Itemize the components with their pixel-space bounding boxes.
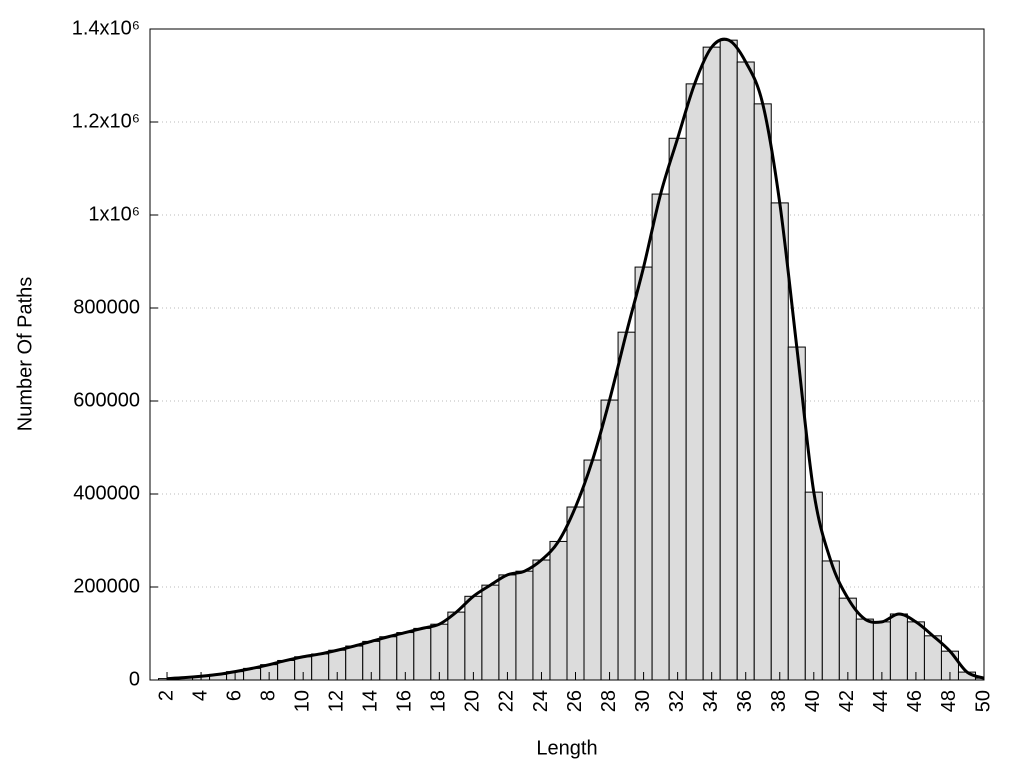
x-tick-label: 42: [836, 690, 858, 712]
bar: [736, 61, 755, 680]
x-tick-label: 6: [223, 690, 245, 701]
y-tick-label: 800000: [73, 296, 140, 318]
bar: [702, 46, 721, 680]
y-tick-label: 0: [129, 668, 140, 690]
bar: [345, 645, 364, 680]
bar: [481, 584, 500, 680]
bar: [583, 459, 602, 680]
bar: [770, 202, 789, 680]
x-tick-label: 38: [768, 690, 790, 712]
bar: [974, 677, 984, 680]
bar: [464, 595, 483, 680]
x-tick-label: 48: [938, 690, 960, 712]
x-tick-label: 18: [428, 690, 450, 712]
bar: [753, 103, 772, 680]
bar: [617, 331, 636, 680]
x-tick-label: 20: [462, 690, 484, 712]
bar: [651, 193, 670, 680]
x-tick-label: 34: [700, 690, 722, 712]
bar: [668, 137, 687, 680]
y-tick-label: 1.4x10⁶: [72, 17, 140, 39]
bar: [532, 559, 551, 680]
x-tick-label: 32: [666, 690, 688, 712]
bar: [889, 613, 908, 680]
bar: [872, 621, 891, 680]
y-tick-label: 200000: [73, 575, 140, 597]
y-tick-label: 600000: [73, 389, 140, 411]
x-tick-label: 14: [360, 690, 382, 712]
x-tick-label: 30: [632, 690, 654, 712]
x-tick-label: 16: [394, 690, 416, 712]
x-tick-label: 2: [155, 690, 177, 701]
x-tick-label: 8: [257, 690, 279, 701]
x-tick-label: 28: [598, 690, 620, 712]
fit-curve: [166, 37, 984, 680]
x-tick-label: 46: [904, 690, 926, 712]
bar: [549, 540, 568, 680]
bar: [515, 570, 534, 680]
x-tick-label: 36: [734, 690, 756, 712]
y-tick-label: 400000: [73, 482, 140, 504]
x-tick-label: 24: [530, 690, 552, 712]
bar: [379, 636, 398, 680]
bar: [685, 83, 704, 680]
bar: [906, 621, 925, 680]
bar: [719, 39, 738, 680]
y-tick-label: 1x10⁶: [88, 203, 140, 225]
x-tick-label: 26: [564, 690, 586, 712]
y-tick-label: 1.2x10⁶: [72, 110, 140, 132]
x-tick-label: 10: [291, 690, 313, 712]
bar: [566, 506, 585, 680]
bar: [447, 611, 466, 680]
bar: [413, 627, 432, 680]
x-tick-label: 12: [326, 690, 348, 712]
x-tick-label: 50: [972, 690, 994, 712]
bar: [838, 597, 857, 680]
y-axis-label: Number Of Paths: [14, 277, 36, 432]
plot-frame: [149, 28, 985, 681]
bar: [634, 266, 653, 680]
bars: [158, 37, 984, 680]
x-tick-label: 4: [189, 690, 211, 701]
bar: [855, 618, 874, 680]
bar: [430, 623, 449, 680]
x-tick-label: 40: [802, 690, 824, 712]
bar: [311, 653, 330, 680]
bar: [600, 399, 619, 680]
x-tick-label: 44: [870, 690, 892, 712]
x-axis-label: Length: [536, 737, 597, 759]
x-tick-label: 22: [496, 690, 518, 712]
bar: [498, 574, 517, 680]
